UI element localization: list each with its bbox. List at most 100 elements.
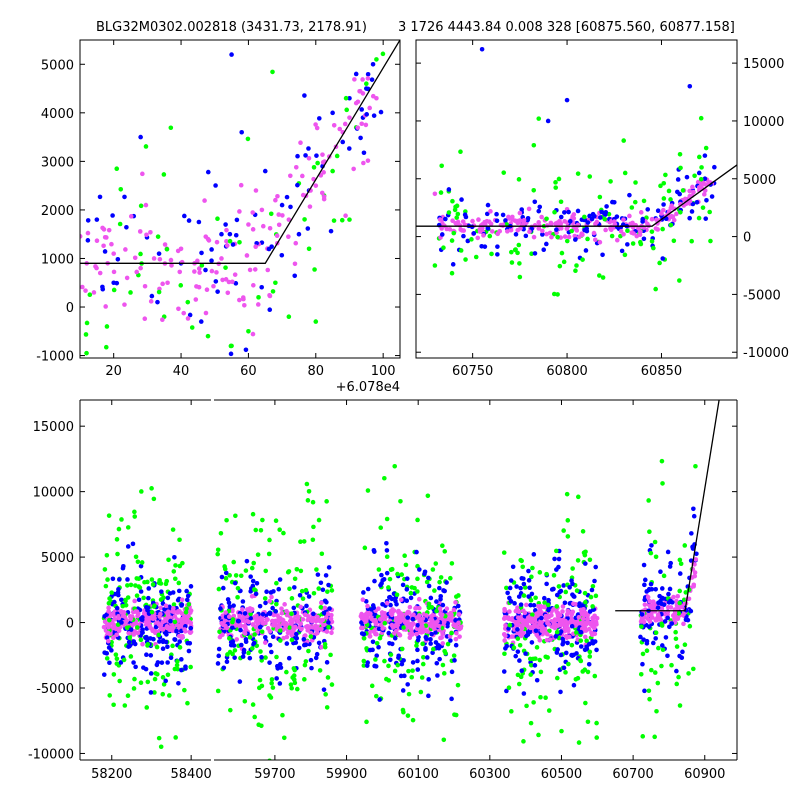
- point-green: [145, 679, 151, 685]
- point-green: [409, 674, 415, 680]
- point-blue: [132, 641, 138, 647]
- point-magenta: [686, 596, 692, 602]
- point-magenta: [309, 619, 315, 624]
- x-tick-label: 40: [173, 364, 190, 379]
- point-magenta: [177, 269, 183, 275]
- point-green: [224, 517, 229, 523]
- point-green: [227, 636, 232, 641]
- point-magenta: [557, 618, 562, 623]
- point-blue: [430, 650, 435, 656]
- point-blue: [484, 211, 490, 217]
- point-magenta: [541, 604, 547, 610]
- point-green: [215, 216, 220, 222]
- point-green: [555, 234, 560, 240]
- point-green: [677, 151, 683, 157]
- point-magenta: [413, 605, 419, 611]
- point-blue: [128, 627, 134, 632]
- point-blue: [556, 564, 561, 570]
- point-magenta: [396, 632, 402, 637]
- point-magenta: [450, 218, 455, 224]
- point-magenta: [166, 624, 171, 630]
- point-blue: [187, 312, 193, 318]
- point-blue: [603, 209, 609, 215]
- point-green: [237, 239, 242, 245]
- point-magenta: [453, 220, 458, 226]
- point-green: [300, 596, 306, 601]
- y-tick-label: 10000: [33, 486, 74, 501]
- point-green: [364, 646, 369, 651]
- point-blue: [434, 660, 440, 666]
- point-blue: [503, 218, 508, 223]
- point-blue: [410, 616, 416, 622]
- point-blue: [691, 506, 696, 512]
- point-blue: [175, 597, 181, 603]
- point-magenta: [687, 188, 692, 194]
- point-blue: [376, 644, 381, 650]
- x-tick-label: 59900: [326, 767, 367, 782]
- point-green: [215, 688, 221, 694]
- point-blue: [402, 673, 407, 679]
- point-blue: [526, 594, 531, 599]
- model-line: [416, 164, 737, 227]
- point-magenta: [647, 619, 653, 624]
- point-blue: [370, 20, 375, 25]
- point-green: [84, 358, 89, 363]
- point-green: [378, 525, 384, 531]
- point-green: [104, 553, 110, 558]
- point-magenta: [328, 616, 334, 622]
- point-magenta: [269, 618, 275, 624]
- point-green: [649, 238, 655, 244]
- point-green: [429, 605, 435, 610]
- point-blue: [561, 665, 567, 671]
- point-green: [439, 163, 444, 169]
- point-blue: [512, 601, 517, 606]
- point-blue: [122, 194, 127, 200]
- point-green: [652, 670, 658, 675]
- point-magenta: [360, 597, 366, 603]
- point-green: [125, 525, 131, 530]
- point-magenta: [674, 603, 680, 609]
- point-green: [316, 586, 322, 591]
- point-blue: [165, 595, 171, 601]
- point-blue: [267, 660, 272, 665]
- point-green: [544, 216, 549, 222]
- point-blue: [585, 220, 591, 225]
- point-green: [136, 576, 142, 581]
- point-green: [133, 554, 139, 560]
- point-blue: [279, 252, 285, 258]
- point-green: [533, 595, 538, 601]
- point-blue: [448, 638, 453, 643]
- point-blue: [459, 197, 464, 202]
- point-blue: [485, 226, 491, 231]
- point-magenta: [510, 217, 515, 222]
- point-blue: [687, 83, 693, 89]
- point-magenta: [252, 267, 258, 272]
- point-green: [388, 567, 394, 572]
- point-blue: [273, 609, 279, 614]
- point-green: [517, 642, 523, 648]
- point-blue: [124, 224, 129, 230]
- point-blue: [110, 576, 116, 582]
- point-blue: [526, 568, 531, 574]
- point-blue: [702, 153, 708, 158]
- point-green: [677, 600, 683, 606]
- point-blue: [315, 572, 321, 577]
- point-magenta: [169, 263, 174, 268]
- point-magenta: [225, 290, 231, 296]
- point-green: [673, 629, 678, 635]
- point-green: [677, 588, 683, 594]
- point-blue: [363, 599, 369, 604]
- point-blue: [592, 578, 597, 584]
- point-green: [449, 270, 455, 276]
- point-green: [639, 624, 644, 629]
- point-magenta: [352, 77, 357, 82]
- point-magenta: [659, 211, 664, 216]
- point-green: [410, 717, 416, 723]
- point-blue: [234, 217, 240, 223]
- point-green: [284, 669, 289, 675]
- point-green: [145, 642, 151, 647]
- point-blue: [372, 549, 377, 554]
- point-blue: [564, 97, 570, 103]
- point-green: [506, 685, 512, 691]
- point-blue: [571, 682, 577, 688]
